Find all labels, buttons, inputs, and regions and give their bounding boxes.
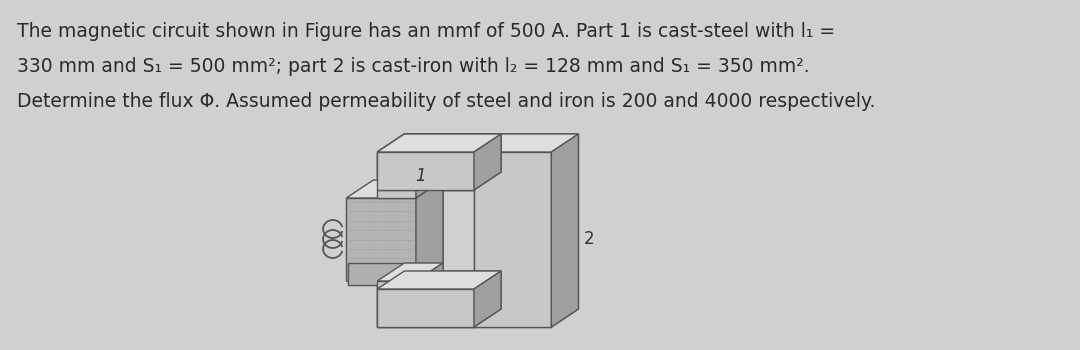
Polygon shape [377, 134, 501, 152]
Text: 2: 2 [584, 230, 595, 248]
Polygon shape [377, 289, 474, 327]
Polygon shape [377, 172, 443, 190]
Polygon shape [377, 190, 416, 198]
Polygon shape [377, 172, 443, 190]
Polygon shape [474, 271, 501, 327]
Polygon shape [377, 134, 501, 152]
Polygon shape [377, 152, 474, 190]
Polygon shape [552, 134, 579, 327]
Polygon shape [474, 152, 552, 327]
Polygon shape [347, 180, 443, 198]
Polygon shape [416, 172, 443, 289]
Polygon shape [474, 134, 501, 190]
Text: 1: 1 [416, 167, 427, 185]
Polygon shape [552, 134, 579, 327]
Polygon shape [416, 190, 474, 289]
Polygon shape [474, 271, 501, 327]
Polygon shape [377, 152, 474, 190]
Polygon shape [474, 134, 579, 152]
Polygon shape [347, 198, 416, 281]
Polygon shape [377, 271, 501, 289]
Polygon shape [377, 289, 474, 327]
Polygon shape [416, 180, 443, 281]
Polygon shape [416, 172, 443, 198]
Polygon shape [474, 134, 579, 152]
Polygon shape [377, 271, 501, 289]
Polygon shape [377, 271, 501, 289]
Polygon shape [377, 152, 474, 190]
Polygon shape [474, 134, 501, 190]
Polygon shape [377, 289, 474, 327]
Polygon shape [348, 263, 414, 285]
Polygon shape [474, 152, 552, 327]
Polygon shape [474, 134, 501, 190]
Text: Determine the flux Φ. Assumed permeability of steel and iron is 200 and 4000 res: Determine the flux Φ. Assumed permeabili… [17, 92, 876, 111]
Text: 330 mm and S₁ = 500 mm²; part 2 is cast-iron with l₂ = 128 mm and S₁ = 350 mm².: 330 mm and S₁ = 500 mm²; part 2 is cast-… [17, 57, 810, 76]
Polygon shape [377, 190, 416, 289]
Text: The magnetic circuit shown in Figure has an mmf of 500 A. Part 1 is cast-steel w: The magnetic circuit shown in Figure has… [17, 22, 836, 41]
Polygon shape [474, 271, 501, 327]
Polygon shape [377, 134, 501, 152]
Polygon shape [416, 172, 443, 289]
Polygon shape [377, 281, 416, 289]
Polygon shape [416, 263, 443, 289]
Polygon shape [377, 172, 443, 190]
Polygon shape [377, 263, 443, 281]
Polygon shape [377, 190, 416, 289]
